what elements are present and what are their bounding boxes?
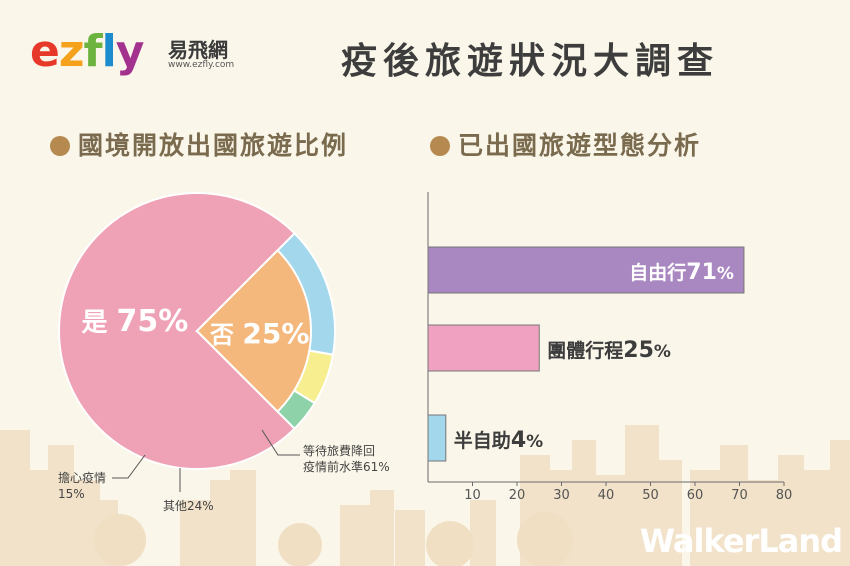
skyline-building — [340, 505, 370, 566]
bar-free — [427, 246, 745, 294]
bar-x-tick-label: 80 — [776, 488, 793, 503]
skyline-building — [625, 425, 659, 566]
leader-line-worry — [112, 454, 146, 479]
logo-letter-y: y — [115, 26, 145, 77]
bar-free-label: 自由行71% — [629, 260, 734, 285]
page-title: 疫後旅遊狀況大調查 — [340, 41, 719, 82]
logo-letter-l: l — [101, 26, 117, 77]
skyline-building — [572, 440, 596, 566]
pie-sublabel-other: 其他24% — [163, 499, 214, 513]
skyline-building — [470, 500, 496, 566]
skyline-building — [70, 480, 100, 566]
bar-x-tick-label: 50 — [642, 488, 659, 503]
bar-title: 已出國旅遊型態分析 — [458, 131, 702, 160]
pie-sublabel-wait-line1: 等待旅費降回 — [303, 443, 375, 458]
skyline-building — [595, 475, 625, 566]
skyline-building — [778, 455, 804, 566]
bar-group-label: 團體行程25% — [547, 338, 671, 363]
skyline-building — [0, 430, 30, 566]
logo-letter-e: e — [30, 26, 60, 77]
pie-sublabel-worry-value: 15% — [58, 487, 85, 501]
pie-label-yes-value: 75% — [117, 304, 189, 339]
pie-label-no-name: 否 — [209, 321, 242, 349]
city-skyline-decoration — [0, 425, 850, 566]
leader-line-wait — [261, 429, 300, 456]
skyline-building — [658, 460, 682, 566]
skyline-building — [230, 470, 256, 566]
bar-semi-unit: % — [526, 432, 543, 452]
bar-group-category: 團體行程 — [547, 339, 623, 362]
skyline-building — [210, 480, 232, 566]
bar-free-unit: % — [717, 264, 734, 284]
bar-free-value: 71 — [686, 260, 717, 285]
pie-label-yes: 是 75% — [81, 304, 188, 339]
skyline-tree — [278, 523, 322, 566]
bar-semi-value: 4 — [511, 428, 526, 453]
skyline-building — [48, 445, 74, 566]
skyline-building — [830, 440, 850, 566]
logo-letter-f: f — [83, 26, 102, 77]
skyline-tree — [94, 514, 146, 566]
skyline-building — [370, 490, 394, 566]
bar-section-title: 已出國旅遊型態分析 — [430, 126, 701, 162]
pie-slice-yes — [58, 192, 296, 470]
bar-x-tick-label: 20 — [509, 488, 526, 503]
bar-free-category: 自由行 — [629, 261, 686, 284]
bar-x-tick-label: 40 — [598, 488, 615, 503]
bar-semi — [427, 414, 447, 462]
section-dot-icon — [50, 136, 70, 156]
skyline-building — [748, 480, 778, 566]
skyline-building — [180, 500, 210, 566]
pie-sublabel-wait: 等待旅費降回疫情前水準61% — [303, 443, 390, 474]
pie-section-title: 國境開放出國旅遊比例 — [50, 126, 348, 162]
skyline-tree — [426, 521, 474, 566]
skyline-building — [395, 510, 425, 566]
bar-semi-label: 半自助4% — [454, 428, 543, 453]
brand-url: www.ezfly.com — [168, 60, 235, 70]
bar-x-tick-label: 10 — [464, 488, 481, 503]
bar-x-tick-label: 70 — [731, 488, 748, 503]
pie-sublabel-wait-line2: 疫情前水準61% — [303, 459, 390, 474]
brand-name: 易飛網 — [168, 38, 228, 62]
bar-group-unit: % — [654, 342, 671, 362]
pie-title: 國境開放出國旅遊比例 — [78, 131, 349, 160]
pie-label-yes-name: 是 — [81, 308, 116, 338]
bar-x-tick-label: 60 — [687, 488, 704, 503]
skyline-tree — [517, 512, 573, 566]
logo-letter-z: z — [58, 26, 85, 77]
ezfly-logo: ezfly — [30, 30, 144, 74]
pie-slice-no — [195, 248, 312, 414]
pie-label-no-value: 25% — [242, 317, 309, 350]
skyline-building — [28, 470, 50, 566]
pie-sublabel-worry: 擔心疫情 15% — [58, 470, 106, 501]
bar-semi-category: 半自助 — [454, 429, 511, 452]
pie-sublabel-worry-name: 擔心疫情 — [58, 470, 106, 485]
bar-group — [427, 324, 540, 372]
section-dot-icon — [430, 136, 450, 156]
bar-group-value: 25 — [623, 338, 654, 363]
skyline-building — [720, 445, 748, 566]
pie-chart: 是 75% 否 25% 等待旅費降回疫情前水準61% 其他24% 擔心疫情 15% — [58, 192, 390, 513]
walkerland-watermark: WalkerLand — [639, 522, 843, 560]
bar-x-tick-label: 30 — [553, 488, 570, 503]
skyline-building — [802, 470, 832, 566]
pie-label-no: 否 25% — [209, 317, 309, 350]
